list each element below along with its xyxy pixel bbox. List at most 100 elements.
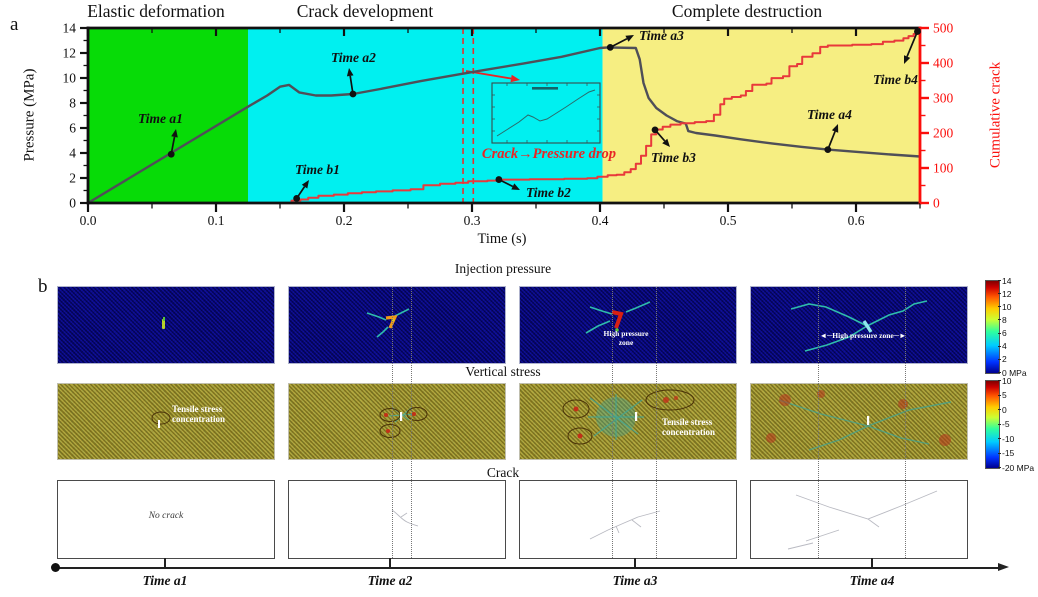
colorbar-tick-mark xyxy=(998,438,1001,439)
svg-text:0: 0 xyxy=(933,196,940,211)
sim-image-r1c2 xyxy=(288,286,506,364)
inset-micro-title xyxy=(532,87,558,90)
x-axis-label: Time (s) xyxy=(477,231,527,247)
colorbar-tick-mark xyxy=(998,380,1001,381)
annotation-time-b2: Time b2 xyxy=(495,176,571,200)
sim-image-r3c4 xyxy=(750,480,968,559)
svg-text:0.6: 0.6 xyxy=(848,213,865,228)
axes-spines-ticks: 0.0 0.1 0.2 0.3 0.4 0.5 0.6 0 2 4 6 8 10 12 14 0 100 200 3… xyxy=(63,21,954,229)
svg-text:Time b2: Time b2 xyxy=(526,185,571,200)
colorbar-tick: -20 MPa xyxy=(1002,462,1035,473)
annotation-time-a4: Time a4 xyxy=(807,107,852,154)
sim-decor-r1c3 xyxy=(585,301,651,334)
sim-image-r2c4 xyxy=(750,383,968,460)
dotted-connector-line xyxy=(818,287,819,558)
colorbar-tick: 6 xyxy=(1002,328,1007,339)
svg-text:0.3: 0.3 xyxy=(464,213,481,228)
svg-text:Time b1: Time b1 xyxy=(295,162,340,177)
timeline-label: Time a1 xyxy=(142,573,188,588)
svg-text:500: 500 xyxy=(933,21,954,36)
dotted-connector-line xyxy=(411,287,412,558)
sim-decor-r1c4 xyxy=(790,300,928,352)
colorbar-tick: 12 xyxy=(1002,288,1012,299)
svg-text:2: 2 xyxy=(69,171,76,186)
colorbar-tick: 0 xyxy=(1002,404,1007,415)
colorbar-tick-mark xyxy=(998,280,1001,281)
svg-text:200: 200 xyxy=(933,126,954,141)
annotation-time-b4: Time b4 xyxy=(873,28,921,87)
colorbar-tick-mark xyxy=(998,358,1001,360)
svg-text:Time b3: Time b3 xyxy=(651,150,696,165)
colorbar-tick: -5 xyxy=(1002,419,1010,429)
svg-text:10: 10 xyxy=(63,71,77,86)
image-caption: Tensile stress concentration xyxy=(662,417,715,438)
sim-image-r2c2 xyxy=(288,383,506,460)
colorbar-tick-mark xyxy=(998,306,1001,308)
colorbar-tick: 0 MPa xyxy=(1002,367,1027,378)
y-axis-label-left: Pressure (MPa) xyxy=(21,68,38,162)
timeline-tick xyxy=(634,558,636,567)
annotation-time-b1: Time b1 xyxy=(293,162,340,202)
colorbar-tick: 8 xyxy=(1002,314,1007,325)
svg-text:12: 12 xyxy=(63,46,77,61)
colorbar-tick-mark xyxy=(998,332,1001,334)
sim-image-r3c2 xyxy=(288,480,506,559)
colorbar-gradient xyxy=(985,380,1000,469)
colorbar-tick-mark xyxy=(998,467,1001,468)
timeline-label: Time a3 xyxy=(612,573,658,588)
sim-image-r1c4: ◄─High pressure zone─► xyxy=(750,286,968,364)
svg-text:0.1: 0.1 xyxy=(208,213,225,228)
sim-image-r3c3 xyxy=(519,480,737,559)
annotation-time-a2: Time a2 xyxy=(331,50,376,98)
inset-plot xyxy=(491,82,601,144)
dashed-vlines xyxy=(462,28,475,203)
colorbar-tick-mark xyxy=(998,423,1001,425)
svg-text:400: 400 xyxy=(933,56,954,71)
timeline-tick xyxy=(389,558,391,567)
svg-text:4: 4 xyxy=(69,146,76,161)
sim-image-r2c1: Tensile stress concentration xyxy=(57,383,275,460)
row-title-vertical-stress: Vertical stress xyxy=(465,364,541,379)
colorbar-tick: 10 xyxy=(1002,375,1012,386)
colorbar-tick: 4 xyxy=(1002,341,1007,352)
colorbar-tick-mark xyxy=(998,409,1001,410)
image-caption: High pressure zone xyxy=(603,329,649,347)
sim-decor-r2c1 xyxy=(151,411,171,428)
sim-decor-r1c2 xyxy=(366,308,410,338)
panel-b-label: b xyxy=(38,276,48,297)
timeline-label: Time a4 xyxy=(849,573,895,588)
colorbar-injection-pressure: 14 12 10 8 6 4 2 0 MPa xyxy=(985,276,1027,378)
colorbar-tick: -10 xyxy=(1002,433,1015,444)
timeline-arrow-icon xyxy=(998,563,1009,571)
sim-decor-r3c2 xyxy=(391,509,419,527)
timeline-start-dot xyxy=(51,563,60,572)
svg-text:Time a3: Time a3 xyxy=(639,28,684,43)
sim-decor-r2c4 xyxy=(766,390,952,451)
colorbar-tick: 2 xyxy=(1002,354,1007,365)
colorbar-tick-mark xyxy=(998,452,1001,454)
colorbar-tick: 10 xyxy=(1002,301,1012,312)
crack-pressure-drop-callout: Crack→Pressure drop xyxy=(481,146,617,162)
section-title-complete-destruction: Complete destruction xyxy=(671,1,823,21)
svg-text:Time a4: Time a4 xyxy=(807,107,852,122)
colorbar-tick-mark xyxy=(998,293,1001,295)
pressure-crack-chart: 0.0 0.1 0.2 0.3 0.4 0.5 0.6 0 2 4 6 8 10 12 14 0 100 200 3… xyxy=(63,21,954,229)
svg-text:300: 300 xyxy=(933,91,954,106)
svg-text:100: 100 xyxy=(933,161,954,176)
svg-text:Time a2: Time a2 xyxy=(331,50,376,65)
timeline-tick xyxy=(871,558,873,567)
sim-image-r1c3: High pressure zone xyxy=(519,286,737,364)
image-caption: Tensile stress concentration xyxy=(172,404,225,425)
image-caption: ◄─High pressure zone─► xyxy=(819,331,907,340)
sim-image-r2c3: Tensile stress concentration xyxy=(519,383,737,460)
annotation-time-a3: Time a3 xyxy=(606,28,684,51)
sim-decor-r3c3 xyxy=(589,510,661,540)
svg-text:0.5: 0.5 xyxy=(720,213,737,228)
image-caption: No crack xyxy=(148,511,184,521)
svg-text:8: 8 xyxy=(69,96,76,111)
svg-text:Time a1: Time a1 xyxy=(138,111,183,126)
svg-text:Time b4: Time b4 xyxy=(873,72,918,87)
annotation-time-b3: Time b3 xyxy=(651,126,696,165)
section-title-elastic-deformation: Elastic deformation xyxy=(87,1,225,21)
